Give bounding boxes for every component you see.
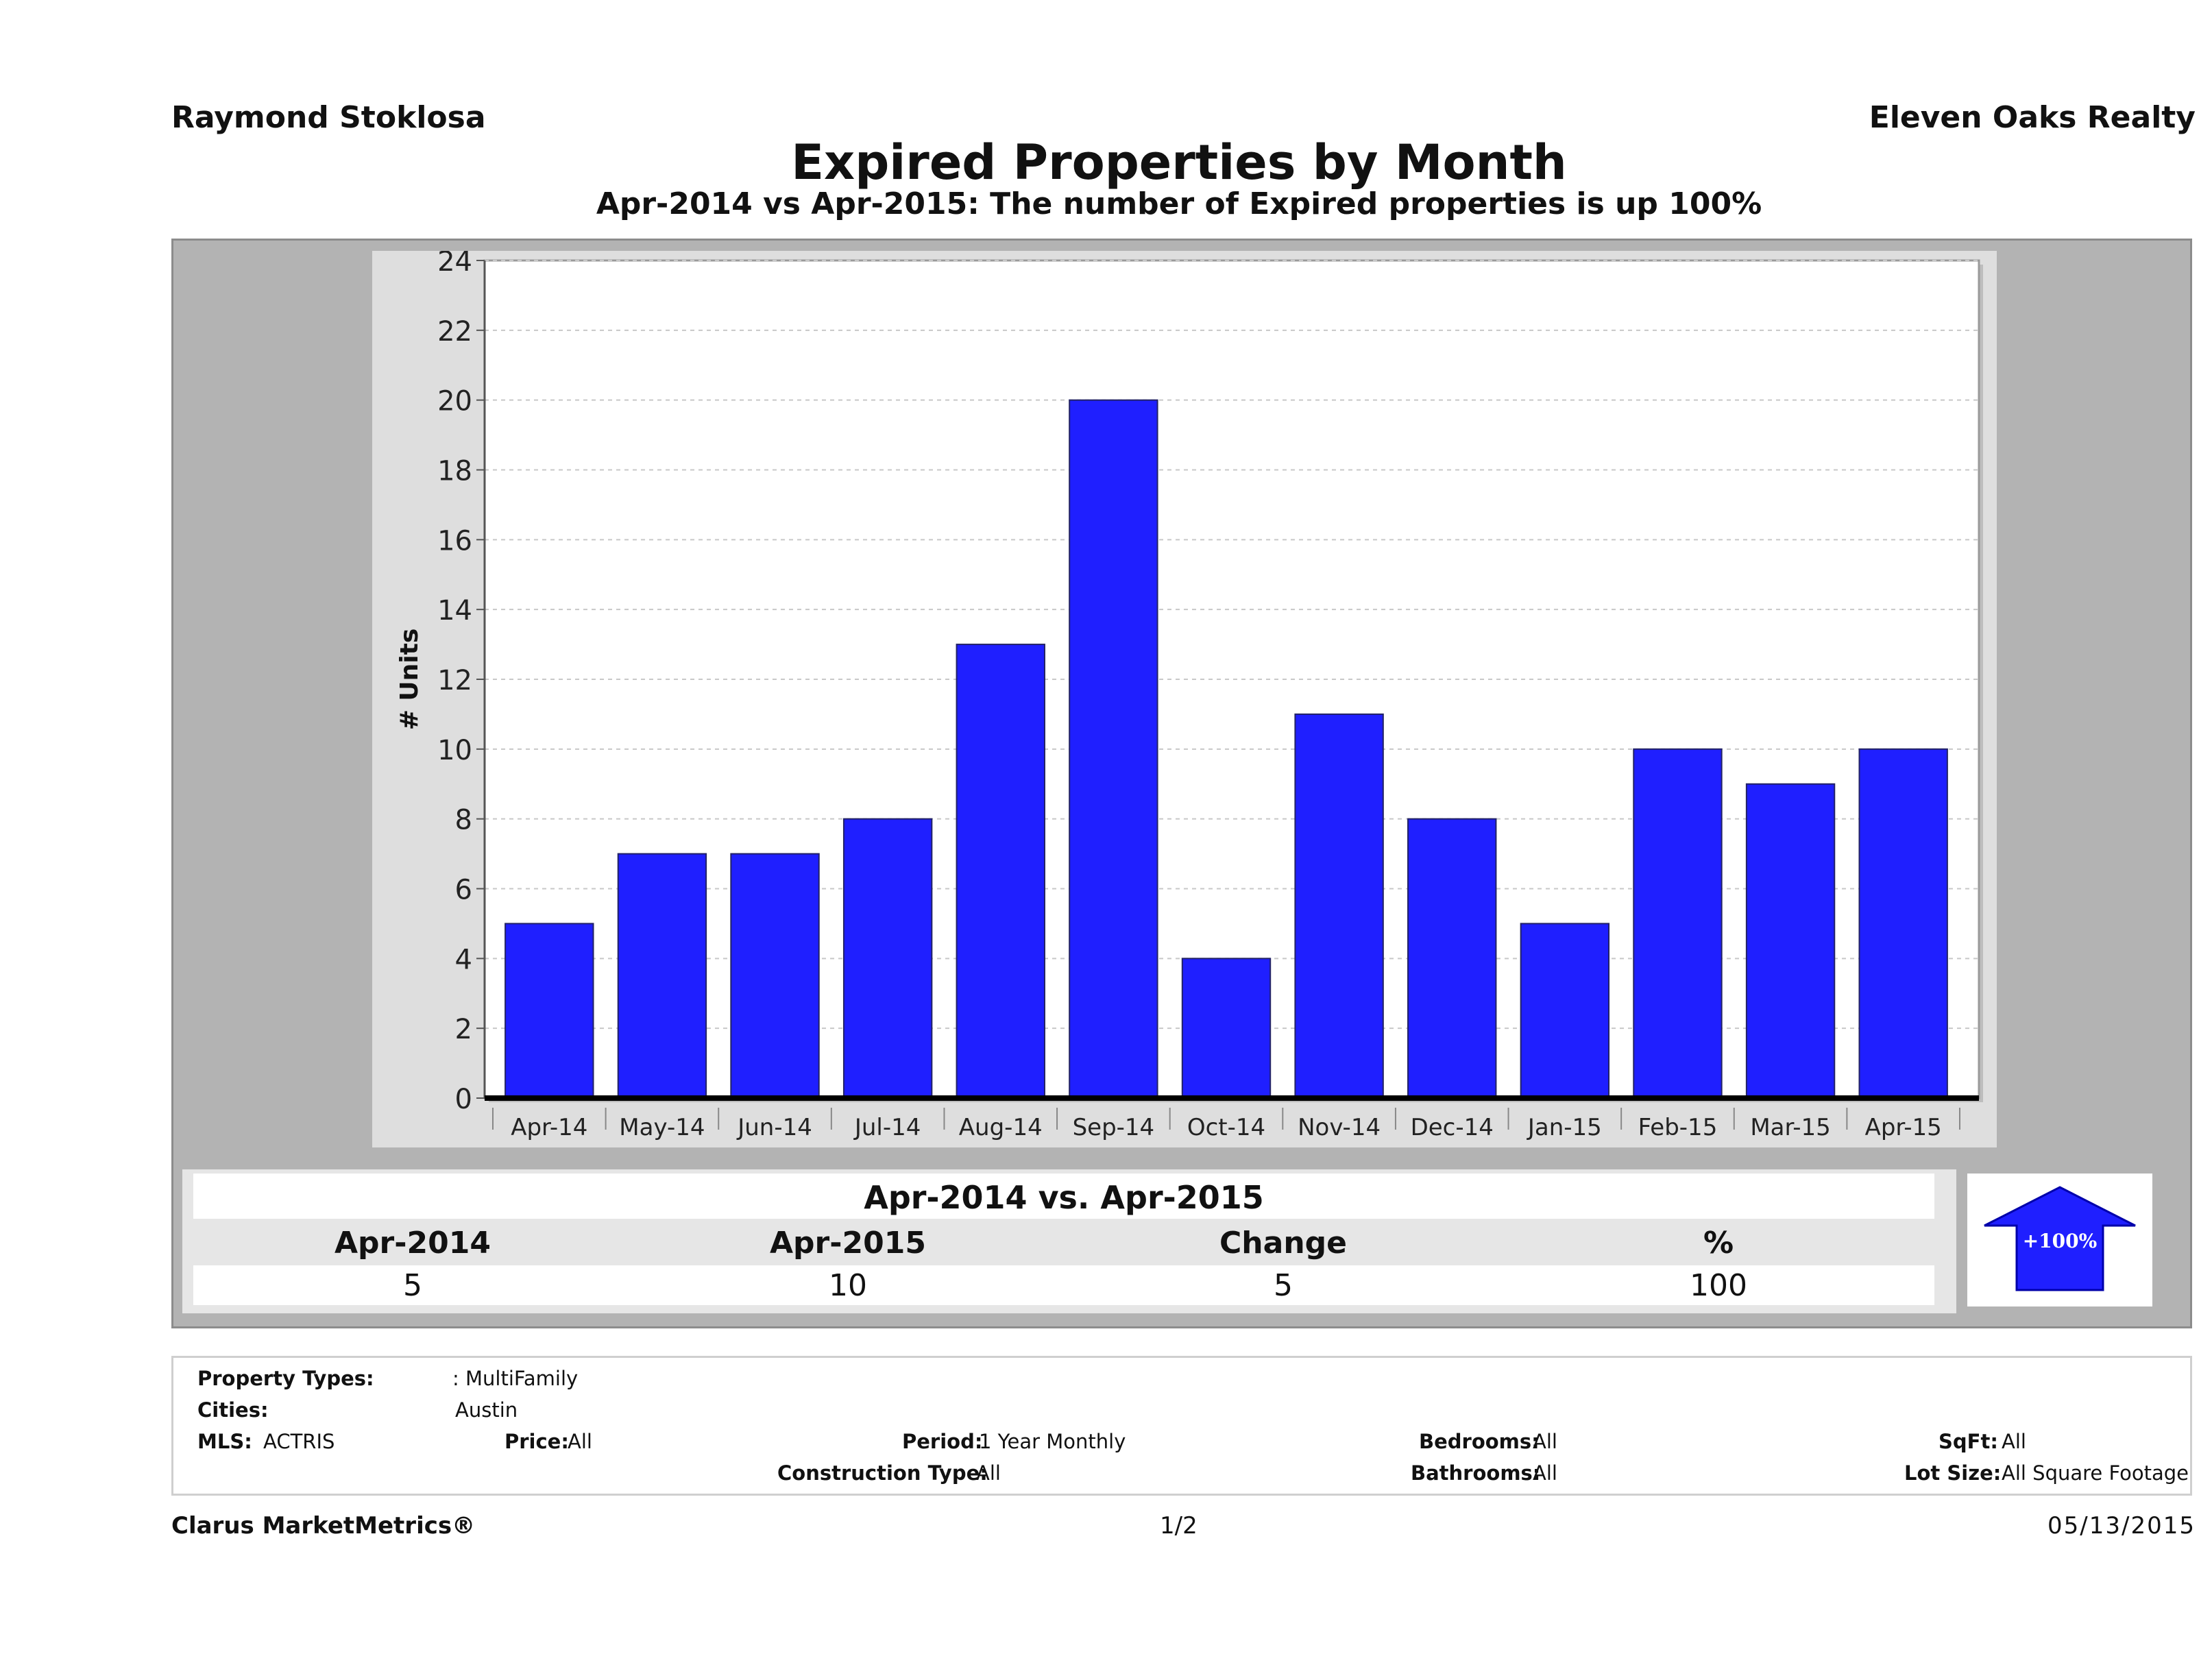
x-tick-label: Jul-14 xyxy=(853,1114,921,1141)
badge-label: +100% xyxy=(2023,1230,2098,1252)
filter-construction-label: Construction Type: xyxy=(777,1461,988,1485)
x-tick-label: Dec-14 xyxy=(1411,1114,1494,1141)
filter-cities-label: Cities: xyxy=(197,1398,269,1422)
y-tick-label: 12 xyxy=(437,665,472,696)
company-name: Eleven Oaks Realty xyxy=(1869,100,2196,135)
bar-jan-15 xyxy=(1520,923,1610,1099)
footer-page: 1/2 xyxy=(1160,1512,1198,1540)
footer-brand: Clarus MarketMetrics® xyxy=(171,1512,476,1540)
bar-mar-15 xyxy=(1745,783,1836,1099)
filter-bathrooms-label: Bathrooms: xyxy=(1411,1461,1541,1485)
bar-aug-14 xyxy=(956,644,1045,1099)
summary-val-change: 5 xyxy=(1274,1268,1293,1303)
summary-col-percent: % xyxy=(1703,1226,1734,1261)
summary-value-row: 5 10 5 100 xyxy=(193,1265,1934,1305)
x-tick-label: Apr-14 xyxy=(511,1114,587,1141)
y-tick-label: 22 xyxy=(437,316,472,348)
y-tick-label: 0 xyxy=(455,1084,472,1115)
filter-mls-value: ACTRIS xyxy=(263,1430,335,1453)
filter-bathrooms-value: All xyxy=(1533,1461,1557,1485)
summary-heading-row: Apr-2014 vs. Apr-2015 xyxy=(193,1174,1934,1219)
filter-sqft-value: All xyxy=(2002,1430,2026,1453)
filter-panel xyxy=(171,1356,2192,1496)
summary-col-apr2015: Apr-2015 xyxy=(770,1226,926,1261)
x-tick-label: Jun-14 xyxy=(736,1114,812,1141)
bar-apr-15 xyxy=(1858,748,1948,1099)
y-axis-label: # Units xyxy=(396,629,424,731)
x-tick-label: Sep-14 xyxy=(1073,1114,1155,1141)
y-tick-label: 8 xyxy=(455,805,472,836)
filter-cities-value: Austin xyxy=(455,1398,518,1422)
summary-heading: Apr-2014 vs. Apr-2015 xyxy=(864,1179,1264,1216)
filter-sqft-label: SqFt: xyxy=(1938,1430,1998,1453)
filter-price-label: Price: xyxy=(505,1430,569,1453)
filter-period-value: 1 Year Monthly xyxy=(979,1430,1126,1453)
x-tick-label: May-14 xyxy=(619,1114,705,1141)
summary-col-apr2014: Apr-2014 xyxy=(335,1226,491,1261)
x-tick-label: Aug-14 xyxy=(959,1114,1043,1141)
change-badge: +100% xyxy=(1967,1174,2152,1306)
filter-mls-label: MLS: xyxy=(197,1430,252,1453)
filter-price-value: All xyxy=(568,1430,592,1453)
filter-property-types-label: Property Types: xyxy=(197,1367,374,1390)
x-tick-label: Apr-15 xyxy=(1865,1114,1942,1141)
filter-bedrooms-value: All xyxy=(1533,1430,1557,1453)
bar-jul-14 xyxy=(842,818,933,1099)
filter-bedrooms-label: Bedrooms: xyxy=(1419,1430,1540,1453)
summary-col-change: Change xyxy=(1219,1226,1347,1261)
bar-nov-14 xyxy=(1294,713,1384,1099)
y-tick-label: 4 xyxy=(455,944,472,975)
y-tick-label: 20 xyxy=(437,386,472,417)
summary-header-row: Apr-2014 Apr-2015 Change % xyxy=(193,1220,1934,1263)
y-tick-label: 2 xyxy=(455,1014,472,1045)
chart-subtitle: Apr-2014 vs Apr-2015: The number of Expi… xyxy=(596,186,1762,221)
bar-feb-15 xyxy=(1633,748,1723,1099)
filter-lotsize-value: All Square Footage xyxy=(2002,1461,2189,1485)
y-tick-label: 14 xyxy=(437,595,472,627)
filter-construction-value: All xyxy=(976,1461,1001,1485)
bar-oct-14 xyxy=(1181,958,1272,1099)
agent-name: Raymond Stoklosa xyxy=(171,100,486,135)
footer-date: 05/13/2015 xyxy=(2047,1512,2196,1540)
x-tick-label: Oct-14 xyxy=(1187,1114,1265,1141)
filter-lotsize-label: Lot Size: xyxy=(1904,1461,2002,1485)
bar-may-14 xyxy=(617,853,707,1099)
y-tick-label: 10 xyxy=(437,735,472,766)
x-tick-label: Mar-15 xyxy=(1750,1114,1831,1141)
y-tick-label: 6 xyxy=(455,875,472,906)
y-tick-label: 16 xyxy=(437,525,472,557)
x-tick-label: Jan-15 xyxy=(1527,1114,1602,1141)
summary-val-apr2014: 5 xyxy=(403,1268,422,1303)
y-tick-label: 18 xyxy=(437,456,472,487)
y-tick-label: 24 xyxy=(437,251,472,278)
bar-apr-14 xyxy=(505,923,594,1099)
summary-val-apr2015: 10 xyxy=(829,1268,867,1303)
summary-val-percent: 100 xyxy=(1690,1268,1747,1303)
chart-title: Expired Properties by Month xyxy=(791,134,1567,191)
up-arrow-icon: +100% xyxy=(1984,1186,2136,1291)
filter-property-types-value: : MultiFamily xyxy=(452,1367,579,1390)
bar-dec-14 xyxy=(1407,818,1497,1099)
x-tick-label: Nov-14 xyxy=(1298,1114,1381,1141)
x-tick-label: Feb-15 xyxy=(1638,1114,1718,1141)
bar-sep-14 xyxy=(1069,399,1158,1099)
bar-jun-14 xyxy=(730,853,820,1099)
filter-period-label: Period: xyxy=(902,1430,983,1453)
